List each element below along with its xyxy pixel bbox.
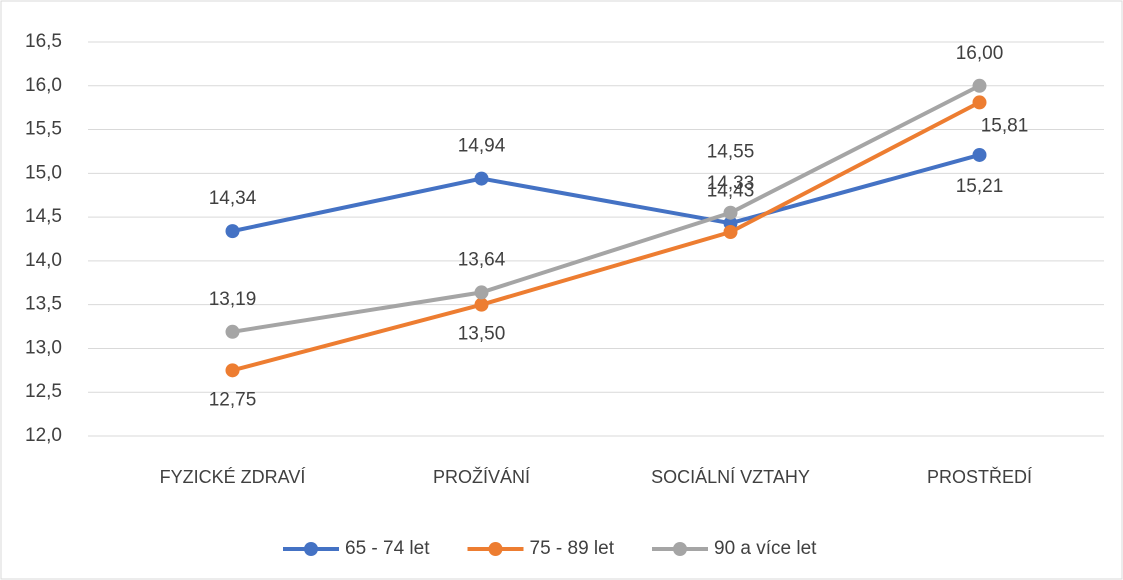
data-label: 14,55 (707, 142, 755, 163)
data-point (225, 324, 240, 339)
series-line (231, 100, 981, 373)
y-tick-label: 16,5 (25, 31, 62, 52)
data-point (474, 171, 489, 186)
data-label: 14,94 (458, 136, 506, 157)
data-point (225, 224, 240, 239)
y-tick-label: 15,5 (25, 119, 62, 140)
data-point (723, 205, 738, 220)
data-label: 15,21 (956, 176, 1004, 197)
y-tick-label: 13,0 (25, 337, 62, 358)
legend: 65 - 74 let 75 - 89 let 90 a více let (283, 538, 817, 559)
data-point (474, 285, 489, 300)
series-line (232, 83, 981, 334)
x-tick-label: FYZICKÉ ZDRAVÍ (160, 467, 306, 487)
y-tick-label: 12,5 (25, 381, 62, 402)
data-label: 14,34 (209, 188, 257, 209)
data-label: 14,43 (707, 180, 755, 201)
data-point (723, 224, 738, 239)
legend-marker (673, 542, 687, 556)
x-tick-label: SOCIÁLNÍ VZTAHY (651, 467, 810, 487)
data-point (225, 363, 240, 378)
data-point (972, 78, 987, 93)
y-tick-label: 15,0 (25, 162, 62, 183)
data-label: 15,81 (981, 115, 1029, 136)
data-label: 13,19 (209, 289, 257, 310)
y-tick-label: 14,0 (25, 250, 62, 271)
legend-label: 75 - 89 let (530, 538, 615, 559)
x-tick-label: PROSTŘEDÍ (927, 467, 1032, 487)
data-label: 14,33 (707, 173, 755, 194)
y-tick-label: 12,0 (25, 425, 62, 446)
data-point (474, 297, 489, 312)
legend-label: 65 - 74 let (345, 538, 430, 559)
legend-label: 90 a více let (714, 538, 817, 559)
data-point (972, 95, 987, 110)
y-tick-label: 14,5 (25, 206, 62, 227)
x-tick-label: PROŽÍVÁNÍ (433, 467, 530, 487)
data-label: 12,75 (209, 389, 257, 410)
y-tick-label: 16,0 (25, 75, 62, 96)
data-label: 16,00 (956, 43, 1004, 64)
legend-marker (304, 542, 318, 556)
data-label: 13,50 (458, 324, 506, 345)
y-tick-label: 13,5 (25, 294, 62, 315)
series-line (232, 153, 981, 234)
data-point (972, 147, 987, 162)
legend-marker (488, 542, 503, 556)
data-label: 13,64 (458, 249, 506, 270)
